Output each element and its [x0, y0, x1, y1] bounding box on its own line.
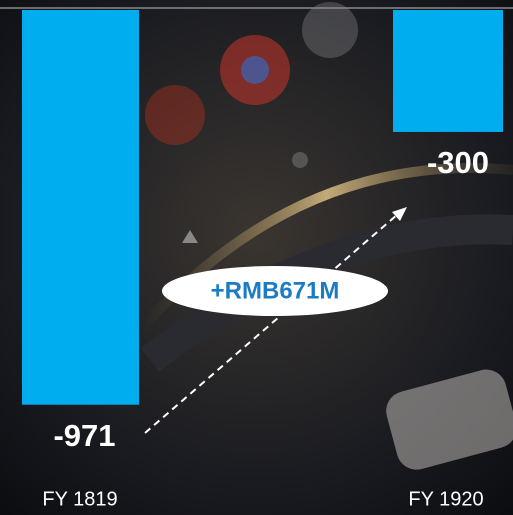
bar — [393, 10, 503, 132]
x-tick-label: FY 1819 — [42, 488, 117, 510]
chart: -971 FY 1819 -300 FY 1920 +RMB671M — [0, 0, 513, 515]
value-label: -300 — [427, 145, 489, 180]
annotation-text: +RMB671M — [211, 277, 340, 304]
x-tick-label: FY 1920 — [408, 488, 483, 510]
value-label: -971 — [53, 418, 115, 453]
bar — [22, 10, 139, 405]
